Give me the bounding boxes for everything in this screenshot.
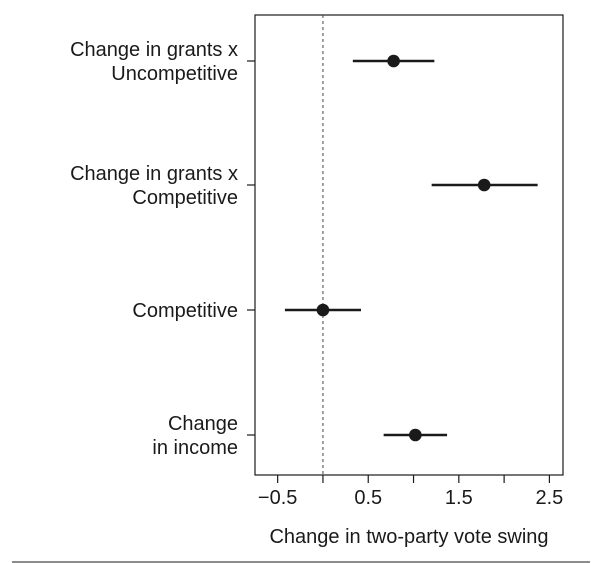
x-axis-label: Change in two-party vote swing	[269, 526, 548, 548]
x-tick-label: 2.5	[536, 487, 564, 509]
row-label: Uncompetitive	[111, 63, 238, 85]
x-tick-label: 1.5	[445, 487, 473, 509]
plot-frame	[254, 14, 564, 476]
point-estimate	[316, 303, 330, 317]
row-label: Change in grants x	[70, 163, 238, 185]
row-label: Competitive	[132, 300, 238, 322]
row-label: in income	[152, 437, 238, 459]
row-label: Change	[168, 413, 238, 435]
row-label: Change in grants x	[70, 39, 238, 61]
point-estimate	[477, 178, 491, 192]
x-tick-label: −0.5	[258, 487, 297, 509]
point-estimate	[409, 428, 422, 442]
x-tick-label: 0.5	[354, 487, 382, 509]
row-label: Competitive	[132, 187, 238, 209]
point-estimate	[387, 54, 400, 68]
